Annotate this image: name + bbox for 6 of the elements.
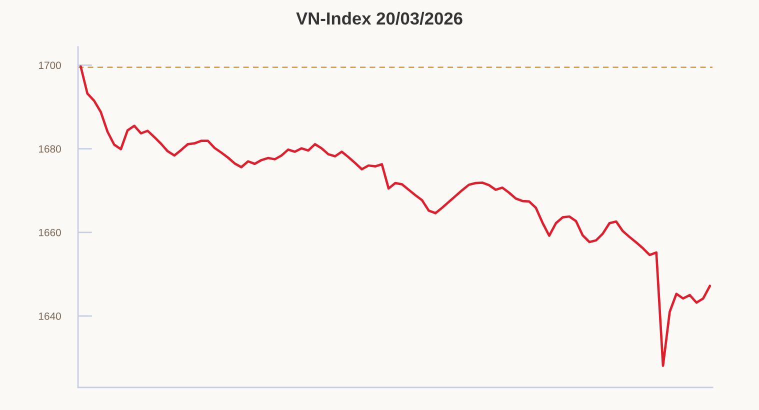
chart-title: VN-Index 20/03/2026 [296,12,462,25]
y-tick-label: 1700 [38,62,61,70]
y-tick-label: 1660 [38,228,61,236]
y-tick-label: 1640 [38,312,61,320]
y-tick-label: 1680 [38,145,61,153]
line-series [80,65,712,367]
